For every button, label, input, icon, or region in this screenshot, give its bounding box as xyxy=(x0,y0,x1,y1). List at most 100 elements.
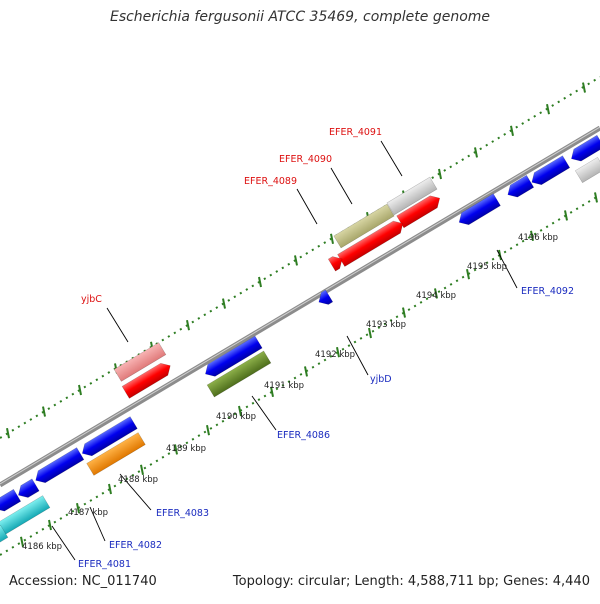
text-labels: 4186 kbp 4187 kbp 4188 kbp 4189 kbp 4190 kbp… xyxy=(22,127,574,570)
gene-left-blue-shape xyxy=(18,478,40,498)
tick-mark xyxy=(530,230,534,241)
gene-yjbd-shape xyxy=(318,289,334,305)
kbp-4188-label: 4188 kbp xyxy=(118,475,158,485)
label-yjbc: yjbC xyxy=(81,294,102,305)
genome-backbone-highlight xyxy=(0,126,600,485)
gene-efer-4083 xyxy=(86,432,146,476)
gene-right-1-shape xyxy=(507,174,535,198)
gene-right-4 xyxy=(574,156,600,184)
tick-mark xyxy=(294,255,298,266)
gene-efer-4089-small xyxy=(327,256,343,272)
leader-line xyxy=(380,140,403,177)
tick-mark xyxy=(438,168,442,180)
tick-mark xyxy=(510,125,514,136)
kbp-4192-label: 4192 kbp xyxy=(315,350,355,360)
tick-mark xyxy=(186,320,190,331)
gene-efer-4090-arrow xyxy=(396,195,441,229)
tick-marks xyxy=(6,82,598,547)
page-title: Escherichia fergusonii ATCC 35469, compl… xyxy=(109,9,491,25)
label-efer-4092: EFER_4092 xyxy=(521,286,574,297)
gene-efer-4086-blue xyxy=(205,335,263,377)
tick-mark xyxy=(48,519,52,531)
gene-yjbc-pink-shape xyxy=(113,342,167,382)
gene-yjbc-pink xyxy=(113,342,167,382)
gene-right-3-shape xyxy=(571,134,600,162)
leader-line xyxy=(251,395,277,431)
accession-text: Accession: NC_011740 xyxy=(9,574,157,589)
label-efer-4081: EFER_4081 xyxy=(78,559,131,570)
label-efer-4082: EFER_4082 xyxy=(109,540,162,551)
gene-right-2 xyxy=(531,155,571,185)
label-yjbd: yjbD xyxy=(370,374,392,385)
tick-mark xyxy=(270,386,274,397)
tick-mark xyxy=(304,366,308,377)
gene-right-3 xyxy=(571,134,600,162)
gene-efer-4091 xyxy=(386,176,438,216)
leader-line xyxy=(496,249,518,289)
kbp-4195-label: 4195 kbp xyxy=(467,262,507,272)
gene-efer-4092 xyxy=(458,193,501,225)
tick-mark xyxy=(474,147,478,158)
tick-mark xyxy=(206,425,210,436)
gene-efer-4090 xyxy=(333,203,395,249)
tick-mark xyxy=(174,444,178,455)
tick-mark xyxy=(258,276,262,288)
label-efer-4091: EFER_4091 xyxy=(329,127,382,138)
label-efer-4086: EFER_4086 xyxy=(277,430,330,441)
gene-yjbd xyxy=(318,289,334,305)
tick-mark xyxy=(434,288,438,299)
kbp-4194-label: 4194 kbp xyxy=(416,291,456,301)
tick-mark xyxy=(330,233,334,244)
tick-mark xyxy=(546,104,550,115)
gene-efer-4086-blue-shape xyxy=(205,335,263,377)
kbp-4193-label: 4193 kbp xyxy=(366,320,406,330)
tick-mark xyxy=(20,536,24,547)
leader-line xyxy=(89,506,106,542)
tick-mark xyxy=(42,406,46,417)
leader-line xyxy=(119,473,152,511)
gene-efer-4083-blue-shape xyxy=(81,416,138,457)
inner-tick-track xyxy=(0,194,600,556)
gene-efer-4089 xyxy=(337,220,404,267)
gene-left-blue-2 xyxy=(0,488,22,512)
gene-efer-4091-shape xyxy=(386,176,438,216)
gene-right-4-shape xyxy=(574,156,600,184)
tick-mark xyxy=(466,269,470,280)
kbp-4189-label: 4189 kbp xyxy=(166,444,206,454)
gene-left-blue xyxy=(18,478,40,498)
gene-left-cyan-stub-shape xyxy=(0,525,9,543)
gene-efer-4090-shape xyxy=(333,203,395,249)
tick-mark xyxy=(222,298,226,309)
tick-mark xyxy=(6,428,10,439)
gene-efer-4086 xyxy=(206,350,272,398)
tick-mark xyxy=(238,405,242,417)
gene-yjbc xyxy=(121,362,171,399)
gene-efer-4082-shape xyxy=(35,447,85,484)
outer-tick-track xyxy=(0,76,600,439)
tick-mark xyxy=(76,503,80,514)
label-efer-4090: EFER_4090 xyxy=(279,154,332,165)
gene-efer-4089-small-shape xyxy=(327,256,343,272)
kbp-4191-label: 4191 kbp xyxy=(264,381,304,391)
gene-left-cyan-stub xyxy=(0,525,9,543)
gene-efer-4089-shape xyxy=(337,220,404,267)
gene-efer-4086-shape xyxy=(206,350,272,398)
tick-mark xyxy=(140,464,144,475)
leader-line xyxy=(346,335,369,376)
kbp-4186-label: 4186 kbp xyxy=(22,542,62,552)
kbp-4187-label: 4187 kbp xyxy=(68,508,108,518)
gene-efer-4083-shape xyxy=(86,432,146,476)
label-efer-4089: EFER_4089 xyxy=(244,176,297,187)
gene-efer-4090-arrow-shape xyxy=(396,195,441,229)
gene-right-2-shape xyxy=(531,155,571,185)
tick-mark xyxy=(78,384,82,396)
gene-efer-4083-blue xyxy=(81,416,138,457)
tick-mark xyxy=(564,210,568,221)
tick-mark xyxy=(336,347,340,358)
genome-summary-text: Topology: circular; Length: 4,588,711 bp… xyxy=(232,574,590,589)
tick-mark xyxy=(594,192,598,203)
leader-line xyxy=(330,167,353,205)
leader-line xyxy=(106,307,129,343)
